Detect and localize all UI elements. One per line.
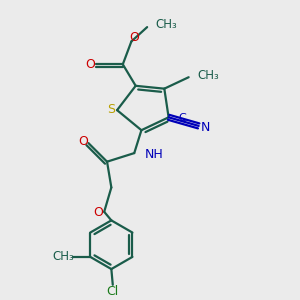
Text: O: O (85, 58, 95, 71)
Text: CH₃: CH₃ (155, 18, 177, 31)
Text: O: O (129, 32, 139, 44)
Text: Cl: Cl (107, 285, 119, 298)
Text: N: N (200, 121, 210, 134)
Text: O: O (78, 135, 88, 148)
Text: O: O (93, 206, 103, 219)
Text: S: S (107, 103, 115, 116)
Text: NH: NH (144, 148, 163, 161)
Text: C: C (178, 113, 186, 123)
Text: CH₃: CH₃ (197, 69, 219, 82)
Text: CH₃: CH₃ (52, 250, 74, 263)
